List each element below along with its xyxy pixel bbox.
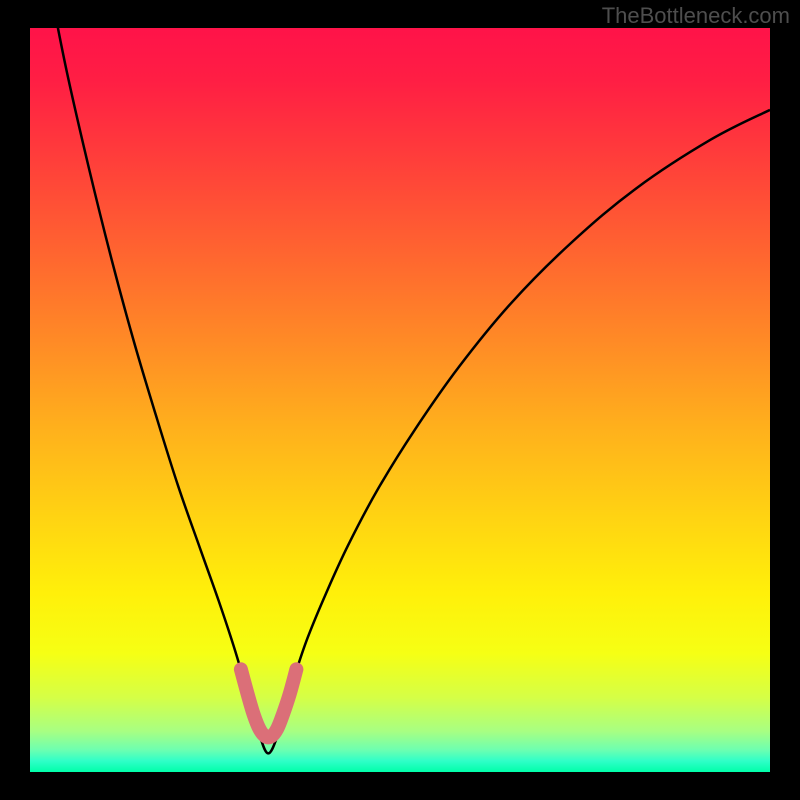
chart-frame: TheBottleneck.com [0, 0, 800, 800]
watermark-text: TheBottleneck.com [602, 3, 790, 29]
plot-background [30, 28, 770, 772]
bottleneck-chart [0, 0, 800, 800]
